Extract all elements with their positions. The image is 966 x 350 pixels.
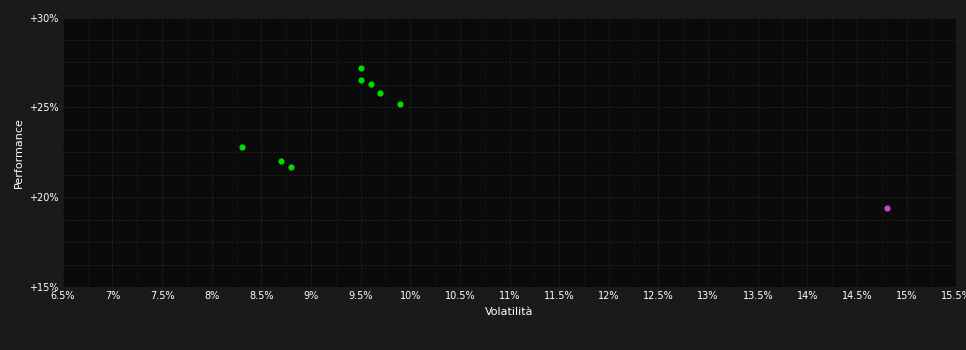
Point	[273, 159, 289, 164]
Point	[353, 65, 368, 71]
Point	[353, 78, 368, 83]
Point	[392, 101, 408, 106]
Point	[363, 81, 379, 87]
Point	[234, 144, 249, 150]
Point	[283, 164, 298, 169]
Point	[373, 90, 388, 96]
Point	[879, 205, 895, 211]
X-axis label: Volatilità: Volatilità	[485, 307, 534, 317]
Y-axis label: Performance: Performance	[14, 117, 23, 188]
